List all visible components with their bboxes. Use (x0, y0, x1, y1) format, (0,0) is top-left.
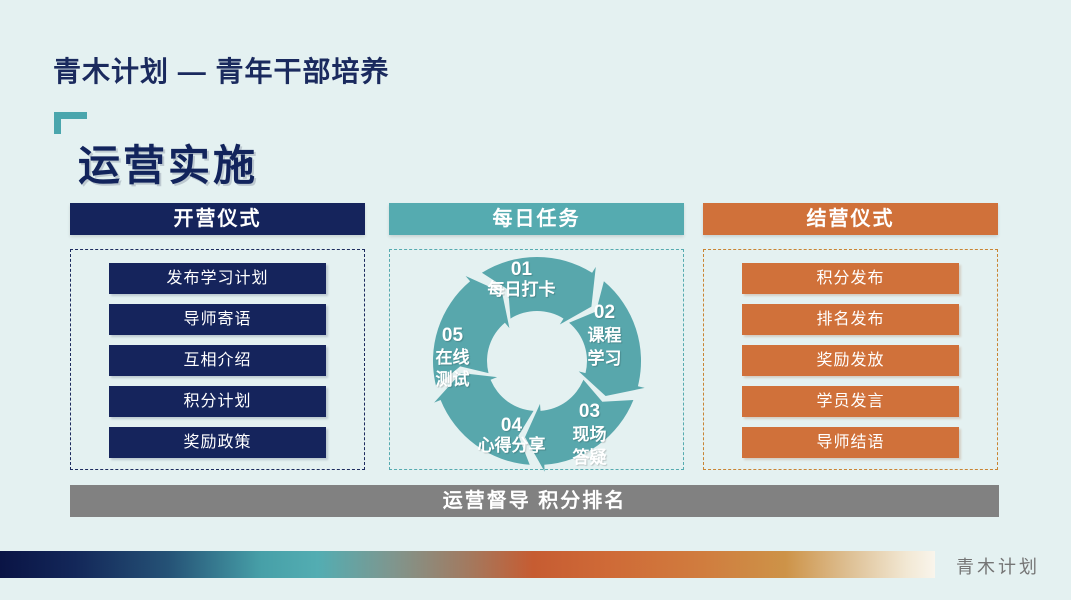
opening-item: 互相介绍 (109, 345, 326, 376)
cycle-label-4: 04 心得分享 (477, 415, 546, 456)
footer-brand: 青木计划 (956, 557, 1040, 577)
daily-cycle-diagram: 01 每日打卡 02 课程 学习 03 现场 答疑 04 心得分享 (422, 246, 652, 476)
opening-item: 导师寄语 (109, 304, 326, 335)
column-closing: 结营仪式 积分发布 排名发布 奖励发放 学员发言 导师结语 (703, 203, 998, 470)
closing-item: 奖励发放 (742, 345, 959, 376)
opening-item: 积分计划 (109, 386, 326, 417)
cycle-segment-1 (481, 257, 596, 325)
cycle-segment-2 (568, 281, 645, 396)
column-opening: 开营仪式 发布学习计划 导师寄语 互相介绍 积分计划 奖励政策 (70, 203, 365, 470)
cycle-label-3: 03 现场 答疑 (572, 401, 607, 467)
cycle-label-5: 05 在线 测试 (435, 325, 470, 389)
supervision-bar: 运营督导 积分排名 (70, 485, 999, 517)
slide-kicker: 青木计划 — 青年干部培养 (53, 56, 390, 87)
page-title: 运营实施 (78, 142, 259, 189)
cycle-ring (432, 257, 645, 472)
column-daily-body: 01 每日打卡 02 课程 学习 03 现场 答疑 04 心得分享 (389, 249, 684, 472)
cycle-segment-5 (432, 276, 509, 387)
column-opening-body: 发布学习计划 导师寄语 互相介绍 积分计划 奖励政策 (70, 249, 365, 470)
column-closing-body: 积分发布 排名发布 奖励发放 学员发言 导师结语 (703, 249, 998, 470)
opening-item: 奖励政策 (109, 427, 326, 458)
cycle-label-2: 02 课程 学习 (587, 302, 622, 368)
column-closing-header: 结营仪式 (703, 203, 998, 235)
column-daily-header: 每日任务 (389, 203, 684, 235)
column-opening-header: 开营仪式 (70, 203, 365, 235)
opening-item: 发布学习计划 (109, 263, 326, 294)
cycle-label-1: 01 每日打卡 (487, 259, 556, 300)
closing-item: 导师结语 (742, 427, 959, 458)
corner-bracket-icon (54, 112, 87, 134)
footer-gradient-bar (0, 551, 935, 578)
closing-item: 学员发言 (742, 386, 959, 417)
closing-item: 排名发布 (742, 304, 959, 335)
column-daily: 每日任务 01 每日打卡 02 (389, 203, 684, 472)
cycle-segment-3 (524, 379, 633, 472)
cycle-segment-4 (433, 373, 533, 465)
closing-item: 积分发布 (742, 263, 959, 294)
